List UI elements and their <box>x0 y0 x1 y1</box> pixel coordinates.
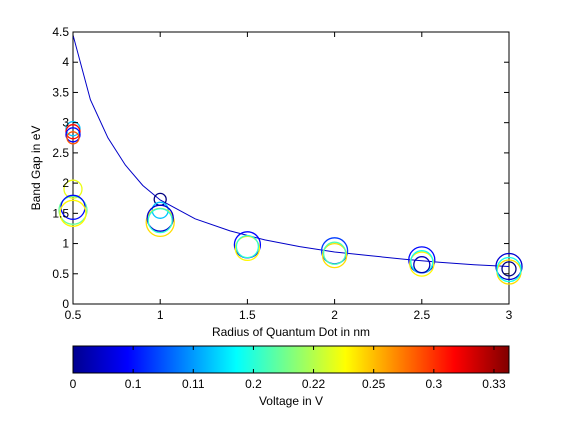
y-tick-label: 2 <box>62 176 69 190</box>
plot-area <box>72 31 510 305</box>
x-tick-label: 1.5 <box>239 308 256 322</box>
colorbar-tick-label: 0.25 <box>362 377 386 391</box>
colorbar <box>72 345 510 374</box>
scatter-point <box>65 124 81 140</box>
colorbar-ticks-layer: 0 0.1 0.11 0.2 0.22 0.25 0.3 0.33 <box>70 346 506 391</box>
y-axis-label: Band Gap in eV <box>29 126 43 211</box>
scatter-point <box>234 235 261 262</box>
colorbar-tick-label: 0.33 <box>482 377 506 391</box>
scatter-point <box>496 256 522 283</box>
colorbar-tick-label: 0.2 <box>245 377 262 391</box>
colorbar-tick-label: 0.22 <box>302 377 326 391</box>
y-tick-label: 2.5 <box>52 146 69 160</box>
scatter-point <box>409 251 435 277</box>
y-tick-label: 4 <box>62 55 69 69</box>
y-tick-label: 0 <box>62 297 69 311</box>
x-tick-label: 2 <box>331 308 338 322</box>
colorbar-tick-label: 0.3 <box>425 377 442 391</box>
scatter-point <box>63 179 83 199</box>
y-tick-label: 3 <box>62 116 69 130</box>
scatter-point <box>495 252 523 281</box>
scatter-point <box>321 242 348 269</box>
scatter-point <box>58 195 88 225</box>
scatter-point <box>322 241 347 265</box>
x-tick-label: 1 <box>157 308 164 322</box>
scatter-point <box>65 127 81 143</box>
y-tick-label: 3.5 <box>52 85 69 99</box>
x-axis-label: Radius of Quantum Dot in nm <box>212 325 370 339</box>
x-tick-label: 3 <box>506 308 513 322</box>
scatter-point <box>501 261 517 277</box>
y-tick-label: 1.5 <box>52 206 69 220</box>
x-tick-label: 0.5 <box>65 308 82 322</box>
colorbar-tick-label: 0 <box>70 377 77 391</box>
colorbar-tick-label: 0.1 <box>125 377 142 391</box>
y-tick-label: 4.5 <box>52 25 69 39</box>
colorbar-label: Voltage in V <box>259 394 323 408</box>
x-tick-label: 2.5 <box>413 308 430 322</box>
scatter-point <box>146 204 174 232</box>
points-layer <box>58 121 523 285</box>
scatter-point <box>235 234 260 259</box>
colorbar-tick-label: 0.11 <box>182 377 205 391</box>
y-tick-label: 1 <box>62 237 69 251</box>
scatter-point <box>59 199 87 227</box>
scatter-point <box>413 256 431 274</box>
y-tick-label: 0.5 <box>52 267 69 281</box>
axes-layer: 0.5 1 1.5 2 2.5 300.511.522.533.544.5 <box>52 25 512 322</box>
scatter-point <box>66 131 80 145</box>
scatter-point <box>147 207 173 234</box>
